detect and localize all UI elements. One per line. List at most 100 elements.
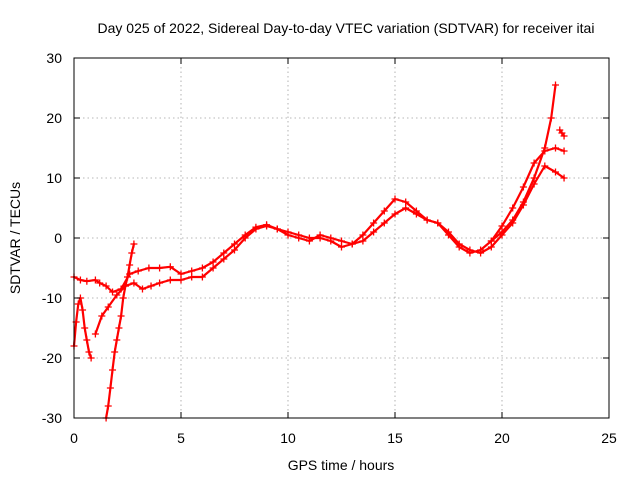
data-point (359, 237, 367, 245)
x-tick-label: 0 (70, 430, 78, 446)
x-tick-label: 15 (387, 430, 403, 446)
data-point (87, 354, 95, 362)
data-point (477, 249, 485, 257)
data-point (241, 234, 249, 242)
series-line (104, 242, 135, 420)
data-point (83, 336, 91, 344)
y-tick-label: -10 (42, 290, 62, 306)
data-point (252, 225, 260, 233)
data-point (455, 240, 463, 248)
data-point (145, 264, 153, 272)
data-point (380, 207, 388, 215)
data-point (402, 204, 410, 212)
data-point (74, 300, 82, 308)
y-tick-label: 0 (54, 230, 62, 246)
y-tick-label: -30 (42, 410, 62, 426)
series-track-e (487, 144, 568, 245)
data-point (434, 219, 442, 227)
data-point (391, 195, 399, 203)
data-point (423, 216, 431, 224)
data-point (519, 183, 527, 191)
data-point (552, 144, 559, 152)
x-tick-label: 20 (494, 430, 510, 446)
data-point (560, 132, 568, 140)
data-point (487, 243, 495, 251)
y-tick-label: 20 (46, 110, 62, 126)
data-point (115, 324, 123, 332)
data-point (156, 264, 164, 272)
data-point (541, 147, 549, 155)
data-point (85, 348, 93, 356)
data-point (96, 279, 104, 287)
data-point (91, 330, 99, 338)
data-point (552, 81, 559, 89)
data-point (76, 276, 84, 284)
data-point (117, 312, 125, 320)
data-point (119, 294, 127, 302)
data-point (509, 219, 517, 227)
data-point (91, 276, 99, 284)
data-point (130, 279, 138, 287)
y-tick-label: 10 (46, 170, 62, 186)
data-point (128, 249, 136, 257)
data-point (156, 279, 164, 287)
data-point (188, 273, 196, 281)
data-point (121, 282, 129, 290)
data-point (166, 276, 174, 284)
data-point (177, 270, 185, 278)
data-point (104, 402, 112, 410)
data-point (359, 231, 367, 239)
data-point (109, 366, 117, 374)
data-point (130, 240, 138, 248)
axis-ticks: 0 5 10 15 20 25 -30 -20 -10 0 10 20 30 (42, 50, 617, 446)
series-track-a (70, 81, 559, 296)
data-point (560, 147, 568, 155)
data-point (560, 174, 568, 182)
data-point (552, 168, 559, 176)
data-point (113, 291, 121, 299)
data-point (509, 204, 517, 212)
data-point (370, 228, 378, 236)
data-point (209, 258, 217, 266)
data-point (391, 210, 399, 218)
data-point (498, 231, 506, 239)
x-tick-label: 5 (177, 430, 185, 446)
data-point (530, 159, 538, 167)
data-point (220, 249, 228, 257)
data-point (111, 348, 119, 356)
data-point (547, 114, 555, 122)
data-point (231, 240, 238, 248)
data-point (98, 312, 106, 320)
data-point (81, 324, 89, 332)
data-point (338, 237, 345, 245)
data-point (198, 264, 206, 272)
chart-title: Day 025 of 2022, Sidereal Day-to-day VTE… (98, 20, 595, 36)
data-point (102, 282, 110, 290)
data-point (519, 201, 527, 209)
data-point (263, 222, 271, 230)
data-point (295, 231, 303, 239)
y-axis-title: SDTVAR / TECUs (7, 182, 23, 294)
data-point (541, 162, 549, 170)
series-line (72, 83, 557, 294)
x-tick-label: 10 (280, 430, 296, 446)
data-point (166, 263, 174, 271)
data-point (487, 237, 495, 245)
series-track-d (102, 240, 138, 422)
data-point (327, 237, 335, 245)
data-point (109, 288, 117, 296)
data-point (220, 255, 228, 263)
data-point (198, 273, 206, 281)
x-tick-label: 25 (601, 430, 617, 446)
data-point (380, 219, 388, 227)
data-point (466, 246, 474, 254)
data-point (79, 306, 87, 314)
y-tick-label: -20 (42, 350, 62, 366)
series-track-b (91, 162, 568, 338)
data-point (113, 336, 121, 344)
series-track-f (556, 126, 568, 140)
data-point (147, 282, 155, 290)
data-point (284, 228, 292, 236)
data-point (104, 303, 112, 311)
